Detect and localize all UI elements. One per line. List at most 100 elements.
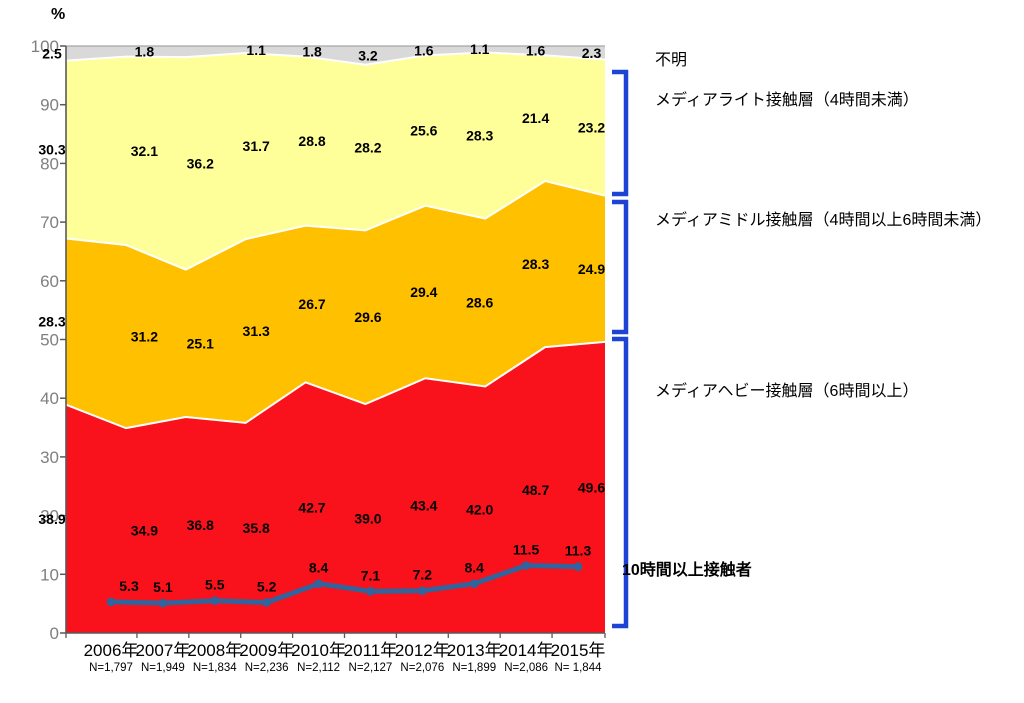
- data-label-middle: 28.6: [466, 295, 493, 311]
- y-tick-label: 90: [40, 96, 59, 115]
- line-over10h: [108, 562, 581, 606]
- data-label-unknown: 1.6: [526, 43, 546, 59]
- data-label-heavy: 34.9: [131, 523, 158, 539]
- x-category-label: 2007年: [135, 641, 190, 660]
- data-label-light: 32.1: [131, 143, 158, 159]
- data-label-heavy: 42.0: [466, 502, 493, 518]
- data-label-heavy: 38.9: [38, 511, 65, 527]
- data-label-light: 28.3: [466, 128, 493, 144]
- data-label-middle: 31.3: [243, 323, 270, 339]
- data-label-light: 25.6: [410, 123, 437, 139]
- annotation-media-middle-layer: メディアミドル接触層（4時間以上6時間未満）: [655, 212, 992, 229]
- y-tick-label: 70: [40, 213, 59, 232]
- data-label-light: 36.2: [187, 155, 214, 171]
- y-axis-unit-label: %: [51, 6, 66, 23]
- x-sample-size-label: N= 1,844: [555, 662, 603, 674]
- data-label-unknown: 1.8: [135, 43, 155, 59]
- area-separator-middle: [65, 179, 606, 271]
- line-marker: [210, 596, 220, 606]
- line-marker: [262, 598, 271, 607]
- bracket-light-layer: [612, 69, 629, 197]
- data-label-middle: 25.1: [187, 335, 214, 351]
- data-label-unknown: 2.3: [582, 45, 602, 61]
- data-label-light: 30.3: [38, 142, 65, 158]
- y-tick-label: 40: [40, 389, 59, 408]
- data-label-unknown: 1.6: [414, 43, 434, 59]
- data-label-light: 28.2: [354, 140, 381, 156]
- x-sample-size-label: N=1,834: [193, 662, 237, 674]
- data-label-over10h: 11.3: [565, 543, 592, 559]
- area-middle: [66, 181, 605, 429]
- y-tick-label: 30: [40, 448, 59, 467]
- data-label-heavy: 36.8: [187, 517, 214, 533]
- annotation-over-10h-line: 10時間以上接触者: [622, 562, 752, 579]
- data-label-unknown: 3.2: [358, 47, 378, 63]
- data-label-light: 31.7: [243, 138, 270, 154]
- data-label-middle: 28.3: [38, 314, 65, 330]
- x-sample-size-label: N=1,899: [452, 662, 496, 674]
- x-category-label: 2015年: [551, 641, 606, 660]
- data-label-light: 28.8: [298, 133, 325, 149]
- area-separator-heavy: [65, 340, 606, 430]
- data-label-over10h: 8.4: [309, 560, 329, 576]
- x-category-label: 2008年: [187, 641, 242, 660]
- line-marker: [314, 579, 323, 588]
- y-tick-label: 100: [31, 37, 59, 56]
- data-label-over10h: 5.5: [205, 577, 225, 593]
- y-tick-label: 80: [40, 154, 59, 173]
- line-marker: [521, 561, 531, 570]
- data-label-over10h: 5.2: [257, 578, 277, 594]
- x-category-label: 2011年: [344, 641, 398, 660]
- line-marker: [418, 586, 427, 596]
- x-category-label: 2006年: [84, 641, 139, 660]
- x-category-label: 2010年: [291, 641, 346, 660]
- bracket-heavy-layer: [612, 336, 629, 629]
- x-sample-size-label: N=2,127: [349, 662, 393, 674]
- x-category-label: 2009年: [239, 641, 294, 660]
- y-tick-label: 20: [40, 507, 59, 526]
- data-label-middle: 29.6: [354, 309, 381, 325]
- y-tick-label: 0: [50, 624, 59, 643]
- data-label-heavy: 48.7: [522, 482, 549, 498]
- data-label-over10h: 5.1: [153, 579, 173, 595]
- data-label-over10h: 8.4: [464, 560, 484, 576]
- x-sample-size-label: N=2,076: [400, 662, 444, 674]
- data-label-middle: 28.3: [522, 256, 549, 272]
- x-sample-size-label: N=2,112: [297, 662, 340, 674]
- y-tick-label: 50: [40, 331, 59, 350]
- annotation-media-heavy-layer: メディアヘビー接触層（6時間以上）: [655, 383, 919, 400]
- line-marker: [106, 597, 116, 607]
- line-marker: [469, 579, 479, 588]
- y-tick-label: 10: [40, 565, 59, 584]
- x-category-label: 2014年: [499, 641, 554, 660]
- x-category-label: 2013年: [447, 641, 502, 660]
- data-label-over10h: 5.3: [119, 578, 139, 594]
- data-label-heavy: 35.8: [243, 520, 270, 536]
- x-category-label: 2012年: [395, 641, 450, 660]
- data-label-heavy: 39.0: [354, 511, 381, 527]
- area-separator-light: [65, 51, 606, 66]
- data-label-over10h: 11.5: [513, 541, 540, 557]
- data-label-heavy: 49.6: [578, 479, 605, 495]
- annotation-unknown-layer: 不明: [655, 52, 688, 69]
- data-label-over10h: 7.2: [413, 567, 433, 583]
- x-sample-size-label: N=1,797: [89, 662, 133, 674]
- data-label-middle: 31.2: [131, 329, 158, 345]
- data-label-light: 21.4: [522, 110, 549, 126]
- data-label-middle: 24.9: [578, 261, 605, 277]
- x-sample-size-label: N=1,949: [141, 662, 185, 674]
- data-label-light: 23.2: [578, 120, 605, 136]
- y-tick-label: 60: [40, 272, 59, 291]
- data-label-over10h: 7.1: [361, 567, 381, 583]
- data-label-unknown: 1.1: [246, 42, 266, 58]
- line-marker: [158, 598, 168, 608]
- data-label-middle: 26.7: [298, 296, 325, 312]
- area-light: [66, 52, 605, 270]
- x-sample-size-label: N=2,236: [245, 662, 289, 674]
- area-heavy: [66, 341, 605, 633]
- data-label-unknown: 2.5: [42, 45, 62, 61]
- line-marker: [573, 562, 583, 571]
- data-label-middle: 29.4: [410, 284, 437, 300]
